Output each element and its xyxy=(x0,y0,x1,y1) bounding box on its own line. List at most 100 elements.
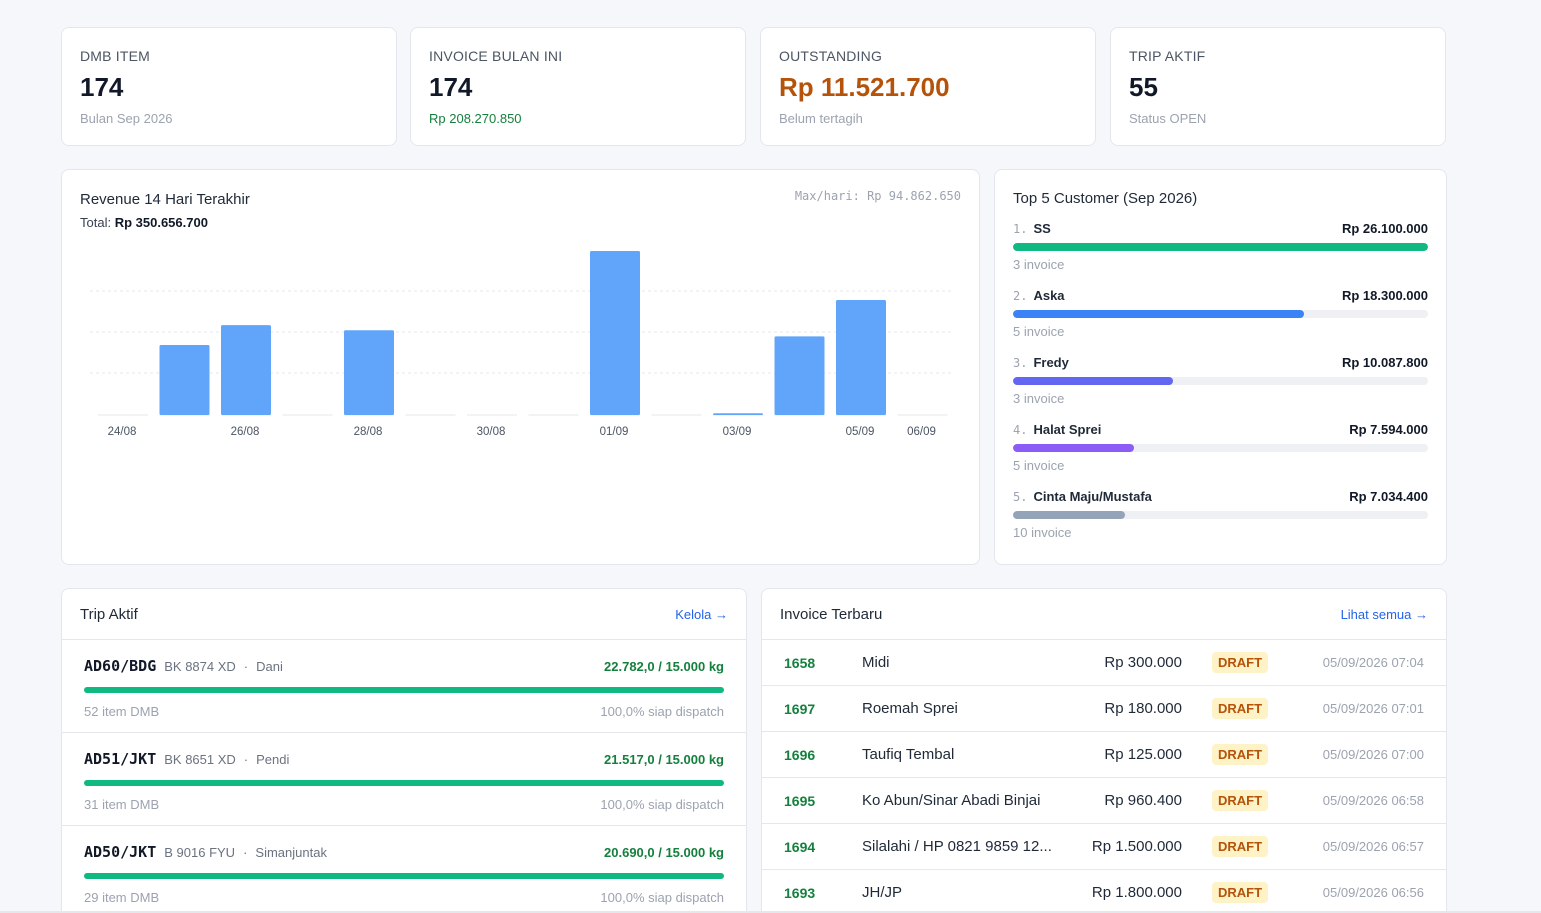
trip-row[interactable]: AD50/JKT B 9016 FYU · Simanjuntak 20.690,0 /… xyxy=(62,826,746,913)
trip-dispatch-ready: 100,0% siap dispatch xyxy=(600,704,724,719)
customer-name: Aska xyxy=(1033,288,1065,303)
trip-bottom: 31 item DMB 100,0% siap dispatch xyxy=(84,797,724,812)
trip-code: AD50/JKT xyxy=(84,843,157,861)
customer-label: 4. Halat Sprei xyxy=(1013,422,1101,437)
trip-bottom: 29 item DMB 100,0% siap dispatch xyxy=(84,890,724,905)
stat-value: 55 xyxy=(1129,72,1158,102)
customer-share-bar xyxy=(1013,511,1126,519)
top-customers-card: Top 5 Customer (Sep 2026) 1. SS Rp 26.100.… xyxy=(994,169,1447,565)
lihat-semua-link[interactable]: Lihat semua → xyxy=(1340,606,1428,622)
customer-share-bar xyxy=(1013,243,1428,251)
kelola-link[interactable]: Kelola → xyxy=(675,606,728,622)
customer-invoice-count: 3 invoice xyxy=(1013,391,1065,406)
customer-rank: 5. xyxy=(1013,490,1028,504)
chart-tick-label: 30/08 xyxy=(477,426,506,438)
invoice-row[interactable]: 1658 Midi Rp 300.000 DRAFT 05/09/2026 07:04 xyxy=(762,640,1446,686)
trip-code: AD51/JKT xyxy=(84,750,157,768)
customer-row: 4. Halat Sprei Rp 7.594.000 xyxy=(1013,422,1428,437)
trip-id-group: AD51/JKT BK 8651 XD · Pendi xyxy=(84,750,289,769)
invoice-date: 05/09/2026 07:01 xyxy=(1322,701,1424,716)
invoice-status-cell: DRAFT xyxy=(1182,836,1297,857)
customer-share-bar xyxy=(1013,310,1304,318)
invoice-terbaru-header: Invoice Terbaru Lihat semua → xyxy=(762,589,1446,640)
customer-item: 5. Cinta Maju/Mustafa Rp 7.034.400 10 invoi… xyxy=(1013,489,1428,556)
invoice-row[interactable]: 1694 Silalahi / HP 0821 9859 12... Rp 1.50… xyxy=(762,824,1446,870)
customer-label: 2. Aska xyxy=(1013,288,1065,303)
invoice-row[interactable]: 1696 Taufiq Tembal Rp 125.000 DRAFT 05/09/20… xyxy=(762,732,1446,778)
stat-value: Rp 11.521.700 xyxy=(779,72,950,102)
trip-bottom: 52 item DMB 100,0% siap dispatch xyxy=(84,704,724,719)
invoice-row[interactable]: 1695 Ko Abun/Sinar Abadi Binjai Rp 960.400… xyxy=(762,778,1446,824)
trip-weight: 20.690,0 / 15.000 kg xyxy=(604,845,724,860)
trip-top: AD50/JKT B 9016 FYU · Simanjuntak 20.690,0 /… xyxy=(84,843,724,862)
stat-label: INVOICE BULAN INI xyxy=(429,48,563,64)
invoice-number[interactable]: 1696 xyxy=(784,746,816,763)
chart-bar[interactable] xyxy=(713,413,763,415)
trip-row[interactable]: AD51/JKT BK 8651 XD · Pendi 21.517,0 / 15.00… xyxy=(62,733,746,826)
trip-aktif-title: Trip Aktif xyxy=(80,605,138,623)
customer-amount: Rp 7.594.000 xyxy=(1349,422,1428,437)
trip-code: AD60/BDG xyxy=(84,657,157,675)
chart-bar[interactable] xyxy=(159,344,210,415)
invoice-number[interactable]: 1695 xyxy=(784,792,816,809)
invoice-row[interactable]: 1693 JH/JP Rp 1.800.000 DRAFT 05/09/2026 06:… xyxy=(762,870,1446,913)
invoice-number[interactable]: 1697 xyxy=(784,700,816,717)
invoice-amount: Rp 1.800.000 xyxy=(1091,884,1182,901)
trip-plate: BK 8874 XD xyxy=(164,659,236,674)
chart-bar[interactable] xyxy=(774,336,825,415)
invoice-number[interactable]: 1694 xyxy=(784,838,816,855)
trip-id-group: AD50/JKT B 9016 FYU · Simanjuntak xyxy=(84,843,327,862)
trip-item-count: 31 item DMB xyxy=(84,797,160,812)
stat-sub: Status OPEN xyxy=(1129,111,1207,126)
customer-row: 2. Aska Rp 18.300.000 xyxy=(1013,288,1428,303)
customer-invoice-count: 3 invoice xyxy=(1013,257,1065,272)
customer-label: 3. Fredy xyxy=(1013,355,1069,370)
trip-sep: · xyxy=(243,752,249,767)
trip-progress-bar xyxy=(84,873,724,879)
status-badge: DRAFT xyxy=(1212,882,1269,903)
stat-value: 174 xyxy=(80,72,124,102)
invoice-number[interactable]: 1658 xyxy=(784,654,816,671)
invoice-customer: JH/JP xyxy=(862,884,903,901)
chart-bar[interactable] xyxy=(590,251,640,415)
invoice-status-cell: DRAFT xyxy=(1182,790,1297,811)
invoice-row[interactable]: 1697 Roemah Sprei Rp 180.000 DRAFT 05/09/202… xyxy=(762,686,1446,732)
customer-share-track xyxy=(1013,310,1428,318)
customer-invoice-count: 5 invoice xyxy=(1013,458,1065,473)
customer-rank: 4. xyxy=(1013,423,1028,437)
customer-row: 5. Cinta Maju/Mustafa Rp 7.034.400 xyxy=(1013,489,1428,504)
invoice-status-cell: DRAFT xyxy=(1182,882,1297,903)
stat-card-dmb-item: DMB ITEM 174 Bulan Sep 2026 xyxy=(61,27,397,146)
trip-dispatch-ready: 100,0% siap dispatch xyxy=(600,797,724,812)
trip-list: AD60/BDG BK 8874 XD · Dani 22.782,0 / 15.000… xyxy=(62,640,746,913)
invoice-number[interactable]: 1693 xyxy=(784,884,816,901)
trip-progress-bar xyxy=(84,780,724,786)
customer-name: Cinta Maju/Mustafa xyxy=(1033,489,1152,504)
invoice-date: 05/09/2026 06:57 xyxy=(1322,839,1424,854)
top-customers-title: Top 5 Customer (Sep 2026) xyxy=(1013,190,1198,207)
status-badge: DRAFT xyxy=(1212,698,1269,719)
customer-invoice-count: 5 invoice xyxy=(1013,324,1065,339)
invoice-list: 1658 Midi Rp 300.000 DRAFT 05/09/2026 07:04 1… xyxy=(762,640,1446,913)
chart-bar[interactable] xyxy=(221,325,271,415)
customer-amount: Rp 26.100.000 xyxy=(1341,221,1428,236)
stat-label: OUTSTANDING xyxy=(779,48,883,64)
chart-bar[interactable] xyxy=(836,300,886,415)
trip-sep: · xyxy=(243,845,248,860)
invoice-terbaru-title: Invoice Terbaru xyxy=(780,605,883,623)
trip-driver: Pendi xyxy=(256,752,290,767)
chart-bar[interactable] xyxy=(344,330,394,415)
page-bottom-border xyxy=(0,911,1541,913)
trip-row[interactable]: AD60/BDG BK 8874 XD · Dani 22.782,0 / 15.000… xyxy=(62,640,746,733)
trip-plate: B 9016 FYU xyxy=(164,845,236,860)
invoice-date: 05/09/2026 07:04 xyxy=(1322,655,1424,670)
stat-label: TRIP AKTIF xyxy=(1129,48,1206,64)
customer-amount: Rp 18.300.000 xyxy=(1341,288,1428,303)
trip-driver: Simanjuntak xyxy=(255,845,327,860)
customer-item: 3. Fredy Rp 10.087.800 3 invoice xyxy=(1013,355,1428,422)
trip-top: AD51/JKT BK 8651 XD · Pendi 21.517,0 / 15.00… xyxy=(84,750,724,769)
customer-name: Halat Sprei xyxy=(1033,422,1102,437)
chart-tick-label: 06/09 xyxy=(907,426,936,438)
customer-rank: 3. xyxy=(1013,356,1028,370)
customer-row: 1. SS Rp 26.100.000 xyxy=(1013,221,1428,236)
